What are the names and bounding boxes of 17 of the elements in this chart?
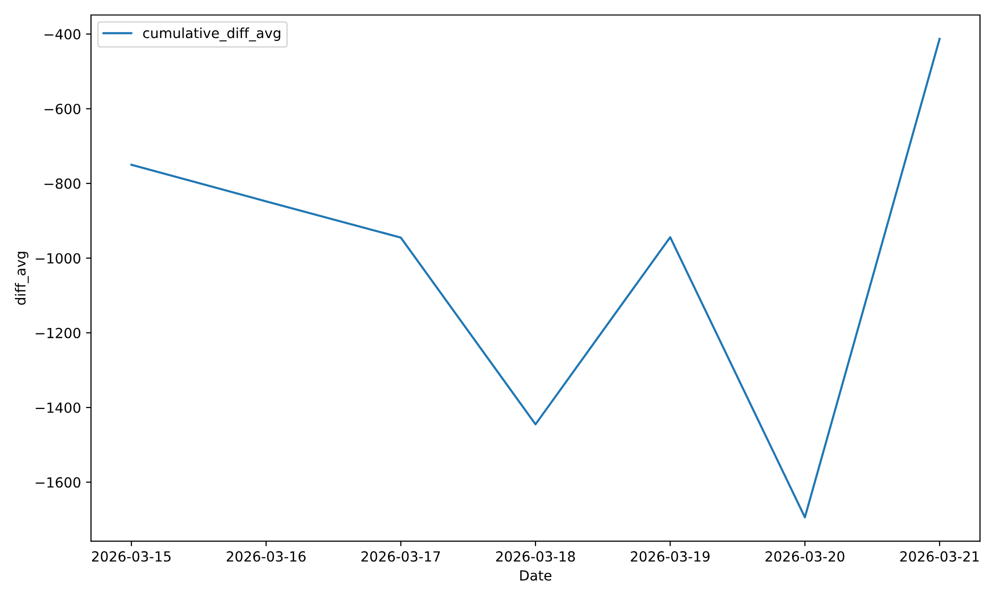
y-tick-label: −600 [44, 104, 80, 114]
x-tick-label: 2026-03-20 [766, 551, 844, 562]
x-tick-label: 2026-03-16 [226, 551, 306, 562]
x-tick-label: 2026-03-18 [496, 551, 575, 562]
y-tick-label: −1000 [36, 253, 80, 264]
x-tick-label: 2026-03-15 [92, 551, 171, 562]
y-tick-label: −1200 [36, 328, 80, 338]
x-tick-label: 2026-03-17 [361, 551, 440, 562]
y-axis-title: diff_avg [14, 252, 29, 305]
legend-label: cumulative_diff_avg [143, 28, 280, 42]
y-tick-label: −800 [44, 178, 80, 189]
y-tick-label: −400 [44, 29, 80, 40]
y-tick-label: −1600 [36, 477, 80, 488]
y-tick-label: −1400 [36, 402, 80, 413]
x-axis-title: Date [520, 570, 552, 581]
x-tick-label: 2026-03-21 [900, 551, 979, 562]
x-tick-label: 2026-03-19 [630, 551, 710, 562]
